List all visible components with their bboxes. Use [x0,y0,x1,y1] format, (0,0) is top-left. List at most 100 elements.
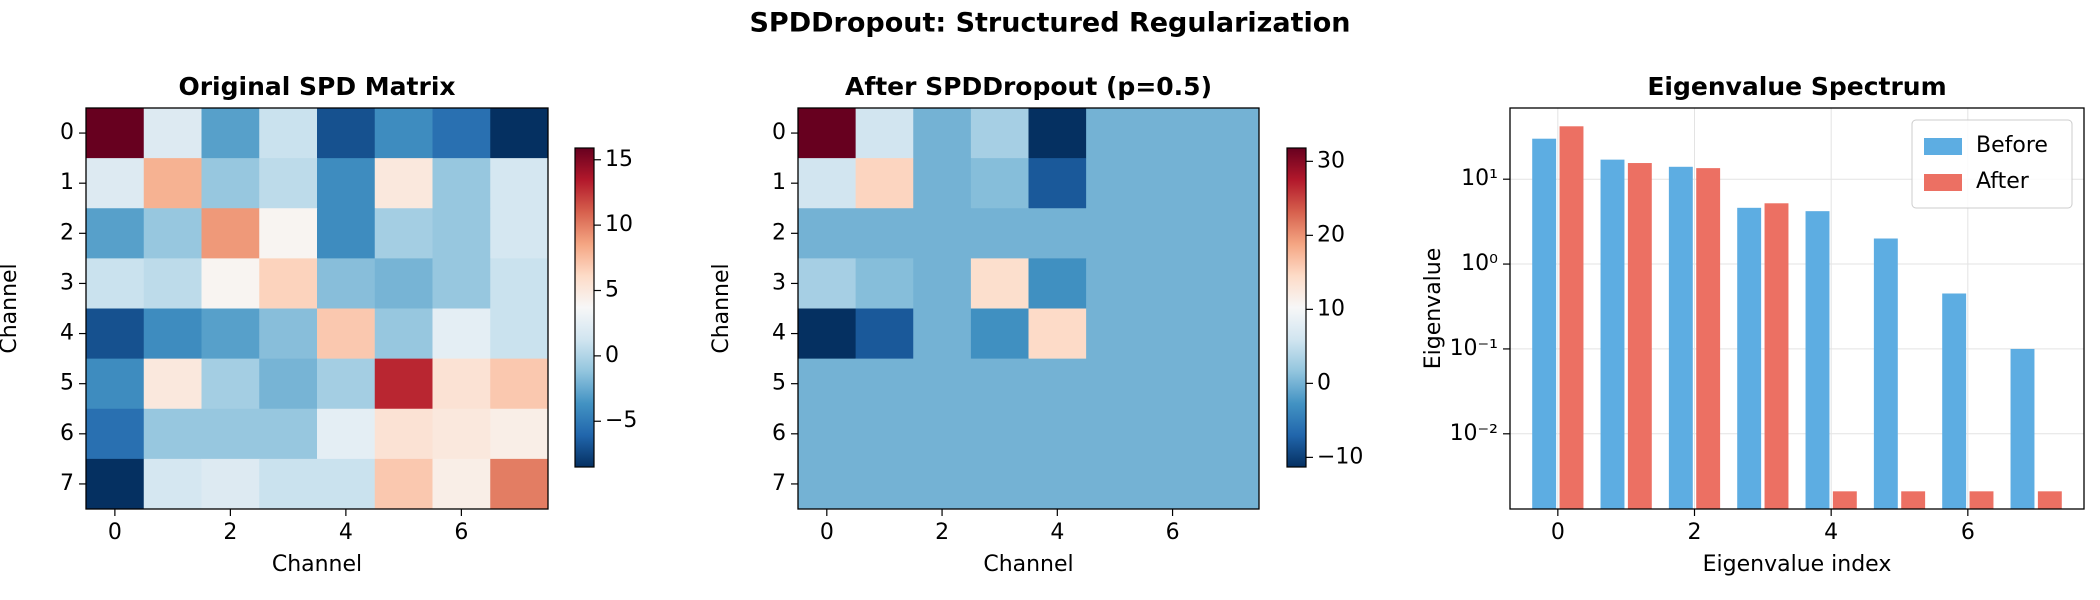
heatmap-cell [970,358,1029,410]
heatmap-cell [201,258,260,309]
heatmap-cell [855,108,914,159]
heatmap-cell [490,258,549,309]
colorbar [1286,147,1307,468]
heatmap-cell [374,408,433,460]
heatmap-cell [1028,208,1087,259]
y-tick-label: 4 [60,321,74,346]
heatmap-cell [798,208,857,259]
heatmap-cell [490,408,549,460]
y-tick-label: 6 [772,421,786,446]
heatmap-cell [432,158,491,209]
x-tick-label: 2 [935,520,949,545]
heatmap-cell [432,458,491,510]
colorbar-tick-label: −10 [1317,444,1363,469]
heatmap-cell [970,408,1029,460]
heatmap-cell [259,458,318,510]
heatmap-cell [259,258,318,309]
x-axis-label: Eigenvalue index [1703,552,1892,577]
heatmap-cell [259,158,318,209]
heatmap-cell [374,258,433,309]
y-axis-label: Channel [709,263,734,353]
heatmap-cell [86,208,145,259]
heatmap-cell [1143,408,1202,460]
heatmap-cell [143,458,202,510]
heatmap-cell [374,458,433,510]
bar [1873,238,1898,510]
heatmap-cell [317,308,376,360]
heatmap-cell [970,458,1029,510]
figure-title: SPDDropout: Structured Regularization [749,8,1350,39]
bar [1737,207,1762,509]
y-tick-label: 2 [772,220,786,245]
heatmap-cell [143,308,202,360]
heatmap-cell [1143,208,1202,259]
heatmap-cell [913,408,972,460]
heatmap-cell [432,108,491,159]
y-tick-label: 0 [772,120,786,145]
heatmap-cell [1201,208,1260,259]
x-tick-label: 6 [454,520,468,545]
x-tick-label: 0 [108,520,122,545]
colorbar-tick-label: 5 [605,278,619,303]
legend-swatch [1924,138,1962,155]
x-tick-label: 2 [223,520,237,545]
heatmap-cell [798,108,857,159]
heatmap-cell [855,258,914,309]
heatmap-cell [1201,308,1260,360]
heatmap-cell [201,208,260,259]
heatmap-cell [1201,258,1260,309]
y-tick-label: 5 [772,371,786,396]
bar [1969,491,1994,509]
y-tick-label: 0 [60,120,74,145]
axes-frame [797,107,1260,510]
bar [1600,159,1625,509]
heatmap-cell [970,258,1029,309]
heatmap-cell [201,158,260,209]
legend-swatch [1924,174,1962,191]
heatmap-cell [317,258,376,309]
heatmap-cell [913,158,972,209]
colorbar-tick-label: 20 [1317,222,1345,247]
bar [1668,166,1693,509]
heatmap-cell [1086,358,1145,410]
x-tick-label: 0 [1551,520,1565,545]
heatmap-cell [1028,108,1087,159]
heatmap-cell [1028,308,1087,360]
heatmap-cell [1201,458,1260,510]
heatmap-cell [86,158,145,209]
heatmap-cell [855,358,914,410]
y-tick-label: 5 [60,371,74,396]
y-tick-label: 10⁰ [1461,251,1498,276]
heatmap-cell [317,408,376,460]
y-axis-label: Eigenvalue [1421,248,1446,370]
heatmap-cell [1143,358,1202,410]
heatmap-cell [490,208,549,259]
heatmap-cell [432,208,491,259]
heatmap-cell [1086,258,1145,309]
y-tick-label: 1 [772,170,786,195]
heatmap-cell [143,258,202,309]
axes-title: Eigenvalue Spectrum [1647,72,1946,101]
heatmap-cell [490,358,549,410]
x-tick-label: 4 [1824,520,1838,545]
y-tick-label: 1 [60,170,74,195]
heatmap-cell [855,408,914,460]
bar [1805,211,1830,510]
y-tick-label: 3 [60,270,74,295]
heatmap-cell [317,208,376,259]
heatmap-cell [913,308,972,360]
legend-label: After [1976,169,2030,194]
y-tick-label: 6 [60,421,74,446]
heatmap-cell [201,108,260,159]
heatmap-cell [1086,458,1145,510]
bar [1696,168,1721,509]
heatmap-cell [970,108,1029,159]
heatmap-cell [798,358,857,410]
heatmap-cell [913,358,972,410]
x-tick-label: 4 [339,520,353,545]
x-tick-label: 4 [1050,520,1064,545]
heatmap-cell [913,108,972,159]
legend-label: Before [1976,133,2048,158]
